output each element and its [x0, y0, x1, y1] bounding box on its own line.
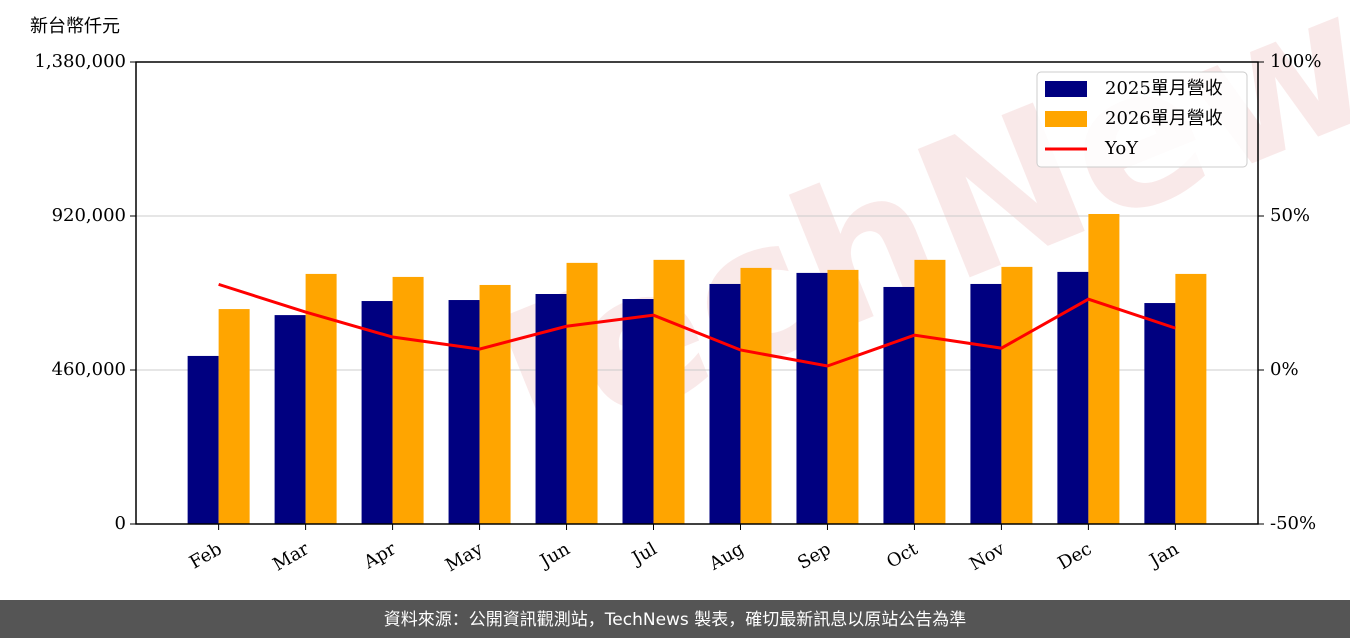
x-tick-label: Feb: [186, 538, 226, 573]
legend-swatch: [1045, 111, 1087, 127]
bar: [305, 273, 337, 524]
bar: [1057, 271, 1089, 524]
y2-tick-label: 100%: [1270, 51, 1321, 72]
bar: [1175, 273, 1207, 524]
x-tick-label: Jan: [1145, 538, 1183, 572]
legend-swatch: [1045, 81, 1087, 97]
bar: [274, 315, 306, 524]
x-tick-label: Mar: [269, 538, 313, 575]
bar: [566, 262, 598, 524]
bar: [1088, 213, 1120, 524]
x-tick-label: Dec: [1054, 538, 1095, 574]
y-tick-label: 0: [115, 513, 126, 534]
bar: [653, 259, 685, 524]
bar: [392, 276, 424, 524]
plot-frame: [135, 61, 1259, 525]
bar: [448, 300, 480, 524]
bar: [479, 284, 511, 524]
bar: [709, 283, 741, 524]
y2-tick-label: 50%: [1270, 205, 1310, 226]
bar: [622, 299, 654, 524]
bar: [914, 259, 946, 524]
y-tick-label: 1,380,000: [34, 51, 126, 72]
legend-label: YoY: [1104, 138, 1139, 159]
bar: [187, 355, 219, 524]
legend-label: 2026單月營收: [1105, 108, 1223, 129]
y-axis-label: 新台幣仟元: [30, 16, 120, 37]
x-tick-label: May: [442, 538, 487, 576]
bar: [883, 286, 915, 524]
line: [218, 282, 1176, 368]
x-tick-label: Jul: [627, 538, 661, 570]
bar: [361, 301, 393, 524]
bar: [970, 283, 1002, 524]
source-note: 資料來源：公開資訊觀測站，TechNews 製表，確切最新訊息以原站公告為準: [384, 610, 966, 630]
y2-tick-label: -50%: [1270, 513, 1316, 534]
legend-label: 2025單月營收: [1105, 78, 1223, 99]
x-tick-label: Jun: [535, 538, 574, 573]
y2-tick-label: 0%: [1270, 359, 1299, 380]
x-tick-label: Oct: [883, 538, 922, 573]
x-tick-label: Aug: [705, 538, 748, 575]
bar: [740, 267, 772, 524]
y-tick-label: 920,000: [52, 205, 126, 226]
bar: [827, 269, 859, 524]
y-tick-label: 460,000: [52, 359, 126, 380]
footer-band: [0, 600, 1350, 638]
x-tick-label: Sep: [794, 538, 834, 573]
bar: [1144, 303, 1176, 524]
legend-box: [1036, 71, 1248, 168]
bar: [218, 309, 250, 524]
bar: [1001, 266, 1033, 524]
x-tick-label: Nov: [966, 538, 1009, 575]
bar: [796, 272, 828, 524]
x-tick-label: Apr: [360, 538, 400, 573]
